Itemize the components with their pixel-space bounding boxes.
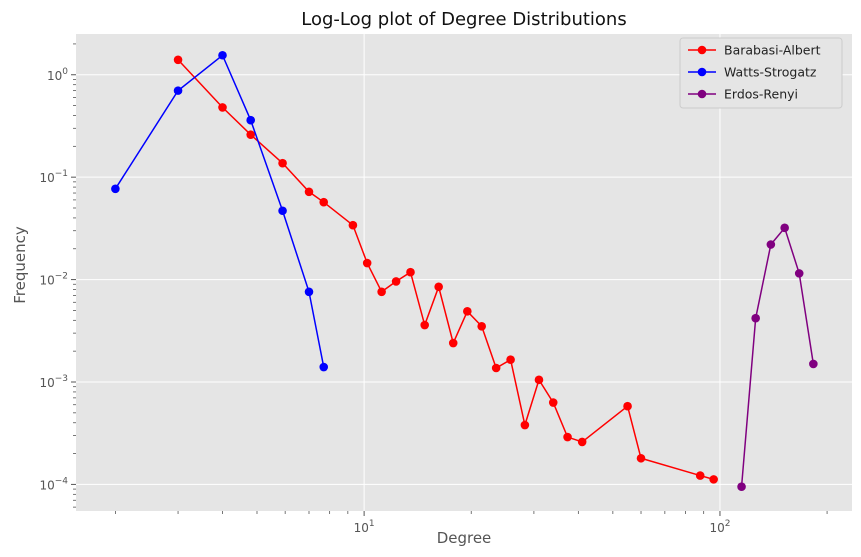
data-point	[695, 471, 705, 480]
legend-item-watts-strogatz: Watts-Strogatz	[688, 65, 817, 80]
data-point	[809, 359, 818, 369]
legend-label: Barabasi-Albert	[724, 43, 821, 58]
data-point	[278, 206, 287, 216]
data-point	[548, 398, 558, 407]
plot-area	[76, 34, 852, 511]
data-point	[491, 363, 501, 373]
data-point	[304, 187, 314, 197]
data-point	[218, 50, 227, 60]
data-point	[534, 375, 544, 385]
data-point	[623, 401, 632, 411]
y-tick-label: 100	[47, 67, 68, 83]
legend-item-erdos-renyi: Erdos-Renyi	[688, 87, 798, 102]
y-tick-label: 10−2	[39, 272, 68, 288]
legend-item-barabasi-albert: Barabasi-Albert	[688, 43, 821, 58]
data-point	[304, 287, 314, 297]
data-point	[319, 362, 329, 372]
legend-marker	[697, 67, 707, 77]
y-tick-label: 10−1	[39, 169, 68, 185]
data-point	[636, 453, 646, 463]
data-point	[794, 269, 804, 278]
data-point	[448, 338, 458, 348]
data-point	[420, 320, 430, 330]
legend-marker	[697, 45, 707, 55]
data-point	[506, 355, 515, 365]
data-point	[319, 197, 329, 207]
chart-title: Log-Log plot of Degree Distributions	[301, 9, 626, 30]
data-point	[218, 103, 227, 112]
data-point	[173, 55, 183, 65]
data-point	[246, 130, 255, 139]
legend-items: Barabasi-Albert Watts-Strogatz Erdos-Renyi	[688, 43, 821, 102]
tick-layer: 101 102 10−4 10−3 10−2 10−1 100	[39, 43, 828, 535]
x-tick-label: 102	[709, 519, 730, 535]
legend-label: Erdos-Renyi	[724, 87, 798, 102]
data-point	[111, 184, 120, 194]
data-point	[766, 240, 776, 249]
legend-label: Watts-Strogatz	[724, 65, 817, 80]
legend-marker	[697, 89, 707, 99]
y-axis-label: Frequency	[11, 226, 29, 304]
legend: Barabasi-Albert Watts-Strogatz Erdos-Renyi	[679, 37, 843, 109]
data-point	[780, 223, 789, 233]
data-point	[377, 287, 386, 297]
data-point	[406, 267, 415, 277]
legend-box	[679, 37, 843, 109]
data-point	[477, 321, 486, 331]
data-point	[246, 115, 255, 125]
y-tick-label: 10−3	[39, 374, 68, 390]
data-point	[391, 277, 401, 286]
data-point	[577, 437, 587, 447]
data-point	[362, 258, 372, 268]
x-tick-label: 101	[354, 519, 375, 535]
x-axis-label: Degree	[437, 529, 492, 547]
y-tick-label: 10−4	[39, 476, 68, 492]
data-point	[348, 220, 358, 230]
data-point	[709, 475, 718, 484]
series-layer	[111, 50, 818, 491]
data-point	[751, 313, 760, 323]
data-point	[278, 158, 287, 168]
data-point	[520, 420, 530, 430]
series-erdos-renyi	[737, 223, 818, 491]
series-line-erdos-renyi	[740, 226, 815, 487]
series-watts-strogatz	[111, 50, 329, 372]
data-point	[463, 307, 472, 316]
data-point	[434, 282, 443, 292]
series-barabasi-albert	[173, 55, 718, 484]
data-point	[737, 482, 746, 491]
data-point	[173, 86, 183, 95]
data-point	[563, 432, 572, 442]
